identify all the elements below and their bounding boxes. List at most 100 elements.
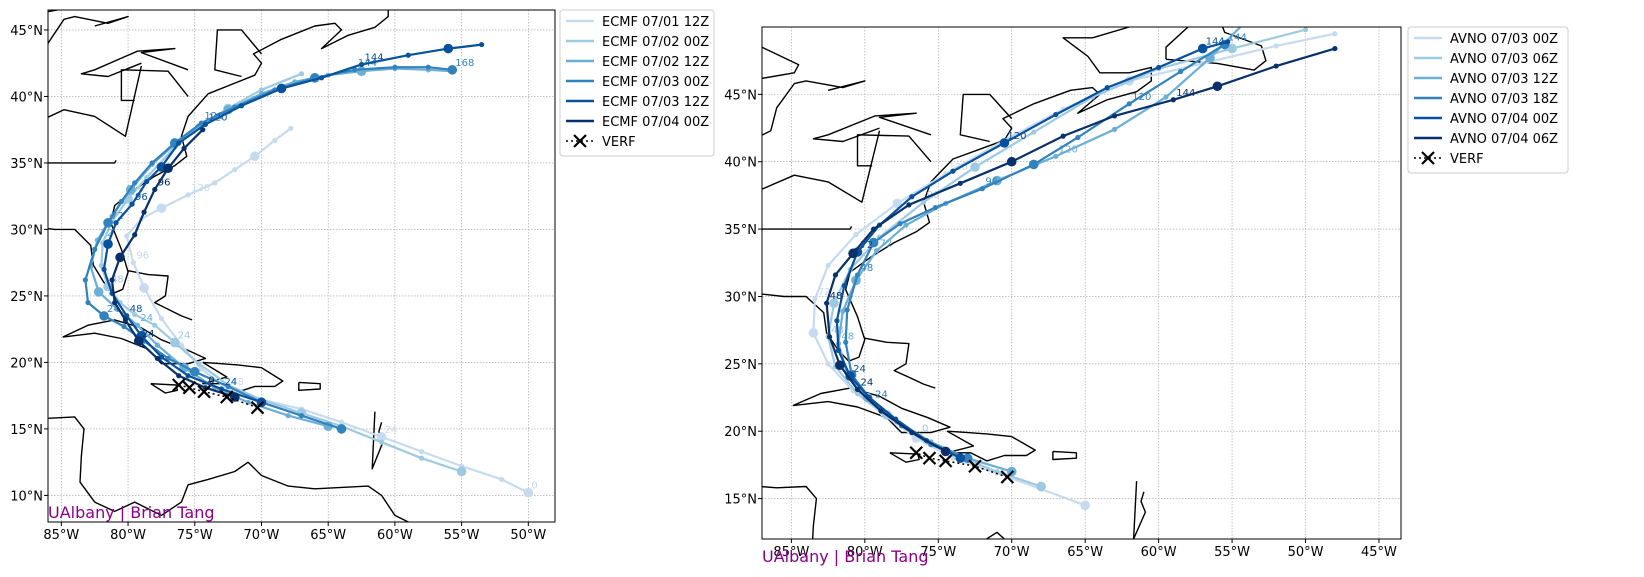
track-point — [156, 203, 167, 213]
verf-x-marker — [909, 445, 924, 460]
legend-label: AVNO 07/03 06Z — [1450, 52, 1558, 67]
legend: ECMF 07/01 12Z ECMF 07/02 00Z ECMF 07/02 1… — [559, 9, 715, 157]
track-point — [840, 308, 846, 314]
track-point — [1244, 18, 1249, 23]
legend-entry: AVNO 07/03 12Z — [1414, 72, 1558, 87]
track-point — [139, 283, 149, 293]
legend-label: ECMF 07/04 00Z — [602, 115, 709, 130]
latitude-label: 20°N — [724, 425, 757, 440]
track-point — [189, 366, 200, 377]
track-point — [141, 209, 147, 215]
track-point — [196, 361, 202, 367]
coastline-segment — [150, 383, 179, 394]
forecast-hour-label: 24 — [140, 313, 153, 324]
track-point — [176, 140, 182, 146]
legend-entry: ECMF 07/03 00Z — [566, 75, 709, 90]
track-point — [1053, 111, 1059, 118]
forecast-hour-label: 96 — [135, 192, 148, 203]
legend-entry: ECMF 07/04 00Z — [566, 115, 709, 130]
track-point — [202, 121, 209, 127]
track-point — [456, 466, 467, 477]
latitude-label: 40°N — [724, 156, 757, 171]
coastline-segment — [402, 0, 493, 6]
track-point — [198, 120, 205, 126]
forecast-hour-label: 96 — [136, 251, 149, 262]
forecast-hour-label: 72 — [111, 211, 124, 222]
verf-x-marker — [182, 380, 197, 395]
legend-label: AVNO 07/04 06Z — [1450, 132, 1558, 147]
track-point — [1053, 153, 1059, 159]
coastline-segment — [864, 337, 936, 389]
track-point — [152, 186, 158, 193]
track-point — [909, 429, 915, 436]
forecast-hour-label: 96 — [985, 177, 998, 188]
longitude-label: 85°W — [43, 528, 79, 543]
track-point — [272, 137, 278, 143]
track-point — [873, 248, 880, 254]
forecast-track-avno-07-04-00z: 24 72 120 144 — [834, 37, 1231, 463]
track-point — [848, 248, 858, 259]
latitude-label: 45°N — [10, 24, 43, 39]
track-point — [258, 87, 265, 93]
legend-entry: AVNO 07/03 06Z — [1414, 52, 1558, 67]
track-point — [854, 272, 861, 278]
legend: AVNO 07/03 00Z AVNO 07/03 06Z AVNO 07/03 1… — [1407, 26, 1569, 174]
coastline-segment — [127, 270, 193, 321]
coastline-segment — [62, 319, 207, 365]
forecast-hour-label: 120 — [1007, 131, 1026, 142]
coastline-segment — [889, 452, 920, 463]
forecast-track-avno-07-04-06z: 24 48 144 — [824, 45, 1338, 457]
latitude-label: 30°N — [10, 223, 43, 238]
forecast-hour-label: 72 — [818, 287, 831, 298]
track-point — [1197, 43, 1208, 54]
coastline-outlines — [762, 27, 1267, 539]
forecast-hour-label: 120 — [191, 183, 210, 194]
track-point — [232, 166, 238, 173]
track-point — [1075, 134, 1081, 141]
longitude-label: 80°W — [847, 545, 883, 560]
forecast-hour-label: 72 — [860, 240, 873, 251]
coastline-segment — [959, 93, 1013, 143]
track-point — [185, 373, 191, 379]
track-point — [124, 233, 130, 239]
track-point — [994, 469, 1000, 475]
latitude-label: 15°N — [724, 493, 757, 508]
longitude-label: 80°W — [110, 528, 146, 543]
track-point — [85, 299, 91, 306]
forecast-hour-label: 120 — [208, 112, 227, 123]
legend-label: AVNO 07/03 12Z — [1450, 72, 1558, 87]
forecast-tracks: 7212004896487212024489612014424721201442… — [808, 18, 1338, 511]
track-point — [1111, 113, 1118, 119]
credit-text: UAlbany | Brian Tang — [762, 547, 929, 566]
track-point — [1332, 31, 1338, 37]
track-point — [200, 127, 206, 133]
track-point — [1227, 43, 1237, 54]
forecast-hour-label: 120 — [204, 111, 223, 122]
longitude-label: 70°W — [244, 528, 280, 543]
coastline-segment — [298, 381, 321, 391]
forecast-hour-label: 24 — [142, 329, 155, 340]
track-point — [999, 138, 1010, 148]
legend-entry: ECMF 07/02 00Z — [566, 35, 709, 50]
track-point — [878, 408, 884, 414]
track-point — [101, 266, 107, 272]
latitude-label: 25°N — [724, 358, 757, 373]
track-point — [1031, 129, 1037, 135]
track-point — [1104, 85, 1110, 91]
track-point — [903, 222, 909, 228]
track-point — [176, 373, 182, 379]
forecast-hour-label: 24 — [178, 330, 191, 341]
track-point — [892, 198, 902, 209]
track-point — [98, 262, 104, 268]
track-point — [854, 386, 861, 393]
legend-entry: AVNO 07/04 00Z — [1414, 112, 1558, 127]
track-point — [378, 439, 385, 445]
legend-entry: ECMF 07/01 12Z — [566, 15, 709, 30]
track-point — [338, 419, 345, 425]
track-point — [1080, 500, 1090, 511]
track-point — [103, 217, 113, 228]
legend-entry: ECMF 07/03 12Z — [566, 95, 709, 110]
latitude-label: 20°N — [10, 356, 43, 371]
track-point — [298, 413, 305, 419]
